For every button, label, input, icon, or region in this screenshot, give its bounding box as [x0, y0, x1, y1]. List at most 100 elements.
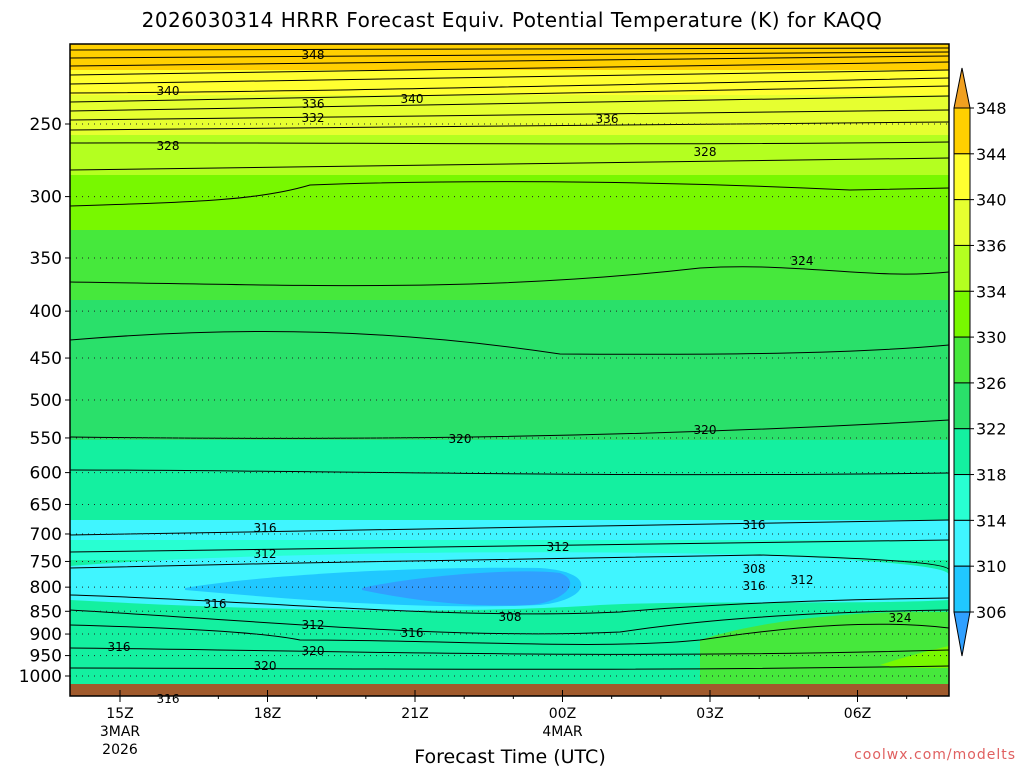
colorbar-label-11: 306 [976, 603, 1007, 622]
y-tick-label-2: 350 [30, 249, 62, 269]
colorbar-top-arrow [953, 67, 971, 109]
band-4 [70, 300, 949, 440]
contour-label-21: 316 [108, 640, 131, 654]
y-tick-label-3: 400 [30, 302, 62, 322]
contour-22 [70, 623, 949, 645]
contour-label-25: 320 [302, 644, 325, 658]
colorbar-swatch-1 [953, 107, 971, 155]
contour-label-2: 340 [401, 92, 424, 106]
axes: 250 300 350 400 450 500 550 600 650 700 750 800 850 9… [19, 115, 908, 758]
contour-18 [70, 539, 949, 553]
colorbar-bottom-arrow [953, 611, 971, 657]
contour-label-14: 312 [547, 540, 570, 554]
contour-label-13: 312 [254, 547, 277, 561]
y-tick-label-14: 950 [30, 647, 62, 667]
colorbar-swatch-2 [953, 153, 971, 201]
band-7 [70, 135, 949, 175]
contour-14 [70, 331, 949, 355]
colorbar-label-1: 344 [976, 145, 1007, 164]
x-tick-year-0: 2026 [102, 742, 138, 758]
contour-label-3: 336 [302, 97, 325, 111]
contour-label-4: 336 [596, 112, 619, 126]
x-tick-label-2: 21Z [401, 706, 428, 722]
x-axis-label: Forecast Time (UTC) [414, 746, 606, 768]
contour-13 [70, 266, 949, 287]
y-tick-label-0: 250 [30, 115, 62, 135]
contour-label-20: 316 [401, 626, 424, 640]
y-tick-label-12: 850 [30, 602, 62, 622]
x-tick-label-4: 03Z [696, 706, 723, 722]
contour-label-5: 332 [302, 111, 325, 125]
y-tick-label-15: 1000 [19, 667, 62, 687]
y-tick-label-5: 500 [30, 391, 62, 411]
colorbar-label-3: 336 [976, 236, 1007, 255]
watermark-link[interactable]: coolwx.com/modelts [854, 747, 1016, 763]
colorbar-label-0: 348 [976, 99, 1007, 118]
contour-label-16: 308 [499, 610, 522, 624]
y-tick-label-9: 700 [30, 525, 62, 545]
colorbar-label-8: 318 [976, 466, 1007, 485]
colorbar-label-2: 340 [976, 191, 1007, 210]
colorbar-swatch-4 [953, 244, 971, 292]
warm-region-low [700, 611, 949, 684]
contour-19 [70, 554, 949, 571]
colorbar-swatch-5 [953, 290, 971, 338]
colorbar-swatch-3 [953, 199, 971, 246]
colorbar-swatch-8 [953, 428, 971, 476]
band-2 [70, 520, 949, 540]
contour-label-18: 316 [743, 579, 766, 593]
colorbar-label-5: 330 [976, 328, 1007, 347]
colorbar-swatch-10 [953, 519, 971, 567]
contour-label-6: 328 [157, 139, 180, 153]
grid [70, 123, 949, 677]
x-tick-label-1: 18Z [254, 706, 281, 722]
colorbar-swatch-7 [953, 382, 971, 430]
plot-frame [69, 43, 950, 697]
colorbar-label-4: 334 [976, 282, 1007, 301]
band-5 [70, 230, 949, 300]
contour-10 [70, 141, 949, 145]
contour-label-15: 308 [743, 562, 766, 576]
y-tick-label-11: 800 [30, 578, 62, 598]
contour-21 [70, 609, 949, 635]
contour-20 [70, 594, 949, 615]
contour-16 [70, 469, 949, 476]
x-tick-label-0: 15Z [106, 706, 133, 722]
contour-12 [70, 181, 949, 207]
y-tick-label-8: 650 [30, 495, 62, 515]
contour-label-17: 312 [791, 573, 814, 587]
contour-label-0: 348 [302, 48, 325, 62]
contour-24 [70, 665, 949, 670]
contour-label-26: 316 [157, 692, 180, 706]
contour-label-19: 316 [204, 597, 227, 611]
contour-label-22: 312 [302, 618, 325, 632]
warm-region-corner [880, 646, 949, 668]
contour-9 [70, 121, 949, 131]
contour-3 [70, 61, 949, 76]
contour-label-10: 320 [694, 423, 717, 437]
ground-strip [70, 684, 949, 696]
x-tick-label-3: 00Z [549, 706, 576, 722]
colorbar-swatch-6 [953, 336, 971, 384]
contour-15 [70, 419, 949, 439]
y-tick-label-1: 300 [30, 188, 62, 208]
contour-label-12: 316 [743, 518, 766, 532]
y-tick-label-10: 750 [30, 552, 62, 572]
x-tick-label-5: 06Z [844, 706, 871, 722]
x-tick-sublabel-3: 4MAR [542, 724, 583, 740]
colorbar-label-10: 310 [976, 557, 1007, 576]
colorbar-label-7: 322 [976, 420, 1007, 439]
chart-title: 2026030314 HRRR Forecast Equiv. Potentia… [141, 8, 883, 32]
colorbar: 348 344 340 336 334 330 326 322 318 314 310 306 [953, 67, 1007, 657]
colorbar-swatch-9 [953, 474, 971, 521]
band-6 [70, 175, 949, 230]
contour-label-1: 340 [157, 84, 180, 98]
x-tick-sublabel-0: 3MAR [100, 724, 141, 740]
contour-label-11: 316 [254, 521, 277, 535]
contour-23 [70, 647, 949, 655]
contour-label-7: 328 [694, 145, 717, 159]
contour-label-9: 320 [449, 432, 472, 446]
contour-5 [70, 77, 949, 94]
